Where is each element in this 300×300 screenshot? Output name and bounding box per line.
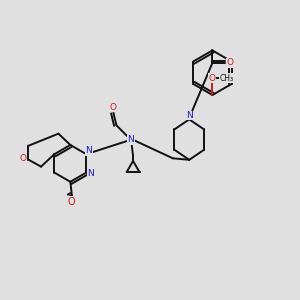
Text: O: O — [209, 74, 216, 83]
Text: N: N — [186, 111, 193, 120]
Text: O: O — [227, 58, 234, 68]
Text: N: N — [85, 146, 92, 155]
Text: O: O — [110, 103, 117, 112]
Text: O: O — [67, 197, 75, 207]
Text: N: N — [127, 135, 134, 144]
Text: O: O — [20, 154, 26, 164]
Text: N: N — [87, 169, 94, 178]
Text: CH₃: CH₃ — [220, 74, 234, 83]
